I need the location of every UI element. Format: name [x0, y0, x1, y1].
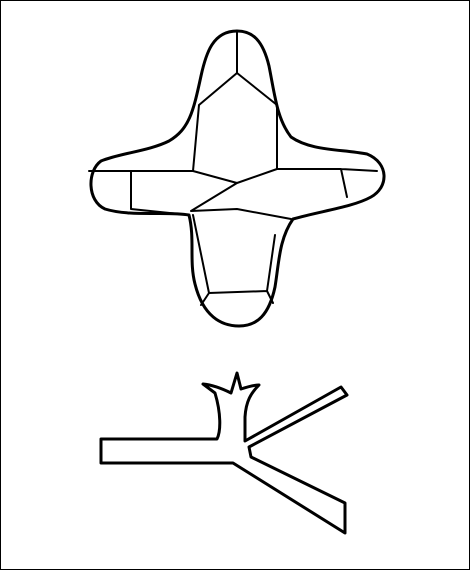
- top-facet-lines: [192, 30, 278, 172]
- branch-outline: [99, 371, 349, 535]
- bottom-facet-lines: [192, 214, 276, 306]
- branch-shape: [99, 371, 349, 535]
- star-outline: [89, 29, 386, 328]
- middle-facet-lines: [88, 168, 378, 220]
- star-crystal-shape: [88, 29, 386, 328]
